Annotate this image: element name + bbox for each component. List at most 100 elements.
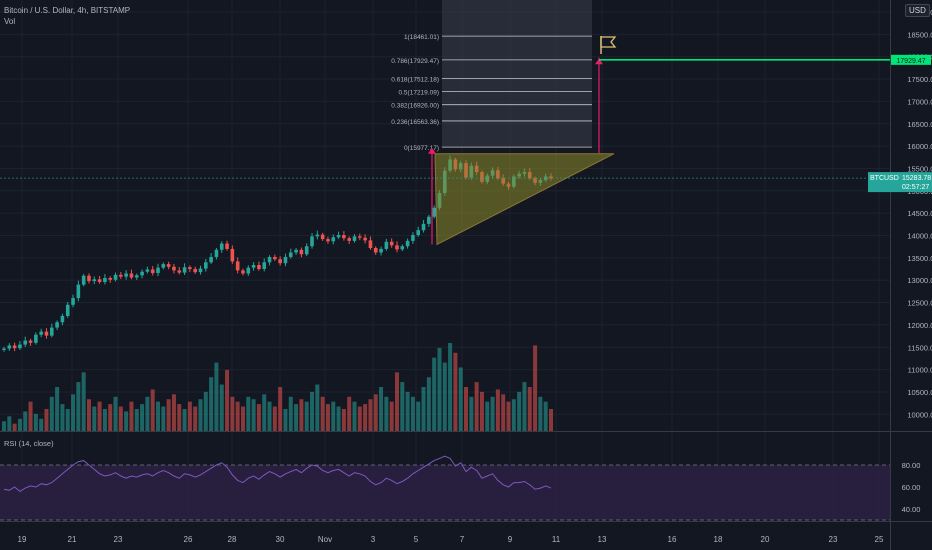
volume-bar [533,345,538,431]
currency-badge[interactable]: USD [905,4,930,17]
candle-body [2,348,6,350]
volume-bar [299,399,304,431]
candle-body [241,270,245,274]
volume-bar [12,423,17,431]
candle-body [267,256,272,263]
ascending-triangle [434,153,615,246]
time-tick-label: 9 [508,535,513,544]
rsi-band [0,465,890,520]
candle-body [395,245,399,250]
candle-body [103,277,107,282]
candle-body [156,267,160,274]
candle-body [182,267,187,273]
volume-bar [288,396,293,431]
volume-bar [549,409,553,431]
candle-body [273,256,277,260]
volume-bar [341,409,346,431]
volume-bar [33,413,38,431]
fibonacci-retracement-zone: 1(18461.01) 0.786(17929.47) 0.618(17512.18… [391,0,592,152]
candle-body [23,340,28,345]
volume-bar [262,394,267,431]
volume-bar [448,343,453,431]
volume-bar [140,404,145,431]
candle-body [193,269,197,273]
volume-bar [416,401,421,431]
fib-level-label: 0(15977.17) [404,145,439,152]
price-axis: 19000.0018500.0018000.0017500.0017000.00… [868,8,932,514]
volume-bar [267,401,272,431]
candle-body [421,223,426,231]
candle-body [49,327,54,336]
time-tick-label: 11 [552,535,561,544]
volume-bar [182,409,187,431]
price-tick-label: 17500.00 [907,75,932,84]
volume-bar [108,404,113,431]
volume-bar [171,394,176,431]
volume-bar [469,396,474,431]
price-tick-label: 16000.00 [907,142,932,151]
volume-bar [92,406,97,431]
candle-body [358,236,362,238]
volume-bar [485,401,490,431]
time-tick-label: 30 [276,535,285,544]
volume-bar [527,387,532,431]
volume-bar [310,391,315,431]
candle-body [119,274,123,277]
rsi-pane: RSI (14, close) [0,439,890,521]
volume-bar [230,396,235,431]
volume-bar [17,418,22,431]
volume-bar [357,406,362,431]
candle-body [427,216,431,224]
volume-bar [410,396,415,431]
candle-body [214,249,219,257]
volume-bar [81,372,86,431]
candle-body [209,256,213,263]
time-tick-label: 28 [228,535,237,544]
rsi-label: RSI (14, close) [4,439,54,448]
time-tick-label: 26 [184,535,193,544]
candle-body [235,261,240,271]
volume-bar [379,387,384,431]
volume-label: Vol [4,17,16,26]
volume-bar [134,409,139,431]
time-tick-label: 25 [875,535,884,544]
target-price-tag-bg [891,54,931,65]
price-tick-label: 13500.00 [907,254,932,263]
candle-body [134,275,139,278]
volume-bar [97,401,102,431]
flag-icon [600,36,617,54]
volume-bar [432,357,437,431]
volume-bar [495,389,500,431]
price-tick-label: 12500.00 [907,299,932,308]
candle-body [278,259,282,264]
volume-bar [251,399,256,431]
volume-bar [60,404,65,431]
volume-bar [65,409,70,431]
volume-bar [522,382,527,431]
candle-body [97,279,102,282]
target-price-tag: 17929.47 [891,54,931,65]
time-tick-label: 13 [598,535,607,544]
volume-bar [347,396,352,431]
candle-body [326,239,330,242]
candle-body [219,243,224,250]
candle-body [257,265,261,270]
candle-body [320,234,325,240]
price-tick-label: 14000.00 [907,232,932,241]
time-tick-label: 7 [460,535,465,544]
volume-bar [28,401,33,431]
candle-body [12,345,17,349]
price-tick-label: 12000.00 [907,321,932,330]
volume-bar [384,396,389,431]
volume-bar [373,394,378,431]
candle-body [172,266,176,271]
candle-body [400,246,405,250]
price-tick-label: 11500.00 [908,343,932,352]
candle-body [55,322,59,328]
volume-bar [294,404,299,431]
volume-bar [198,399,203,431]
candle-body [315,234,320,237]
volume-bar [7,416,12,431]
candle-body [28,340,33,343]
